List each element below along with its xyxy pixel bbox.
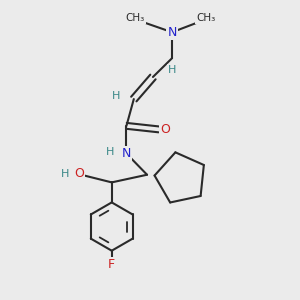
Text: O: O	[74, 167, 84, 180]
Text: H: H	[106, 147, 114, 157]
Text: H: H	[168, 64, 176, 75]
Text: H: H	[112, 91, 120, 101]
Text: F: F	[108, 258, 115, 271]
Text: N: N	[167, 26, 177, 39]
Text: CH₃: CH₃	[126, 13, 145, 23]
Text: H: H	[61, 169, 69, 178]
Text: N: N	[122, 147, 131, 160]
Text: O: O	[160, 123, 170, 136]
Text: CH₃: CH₃	[196, 13, 216, 23]
